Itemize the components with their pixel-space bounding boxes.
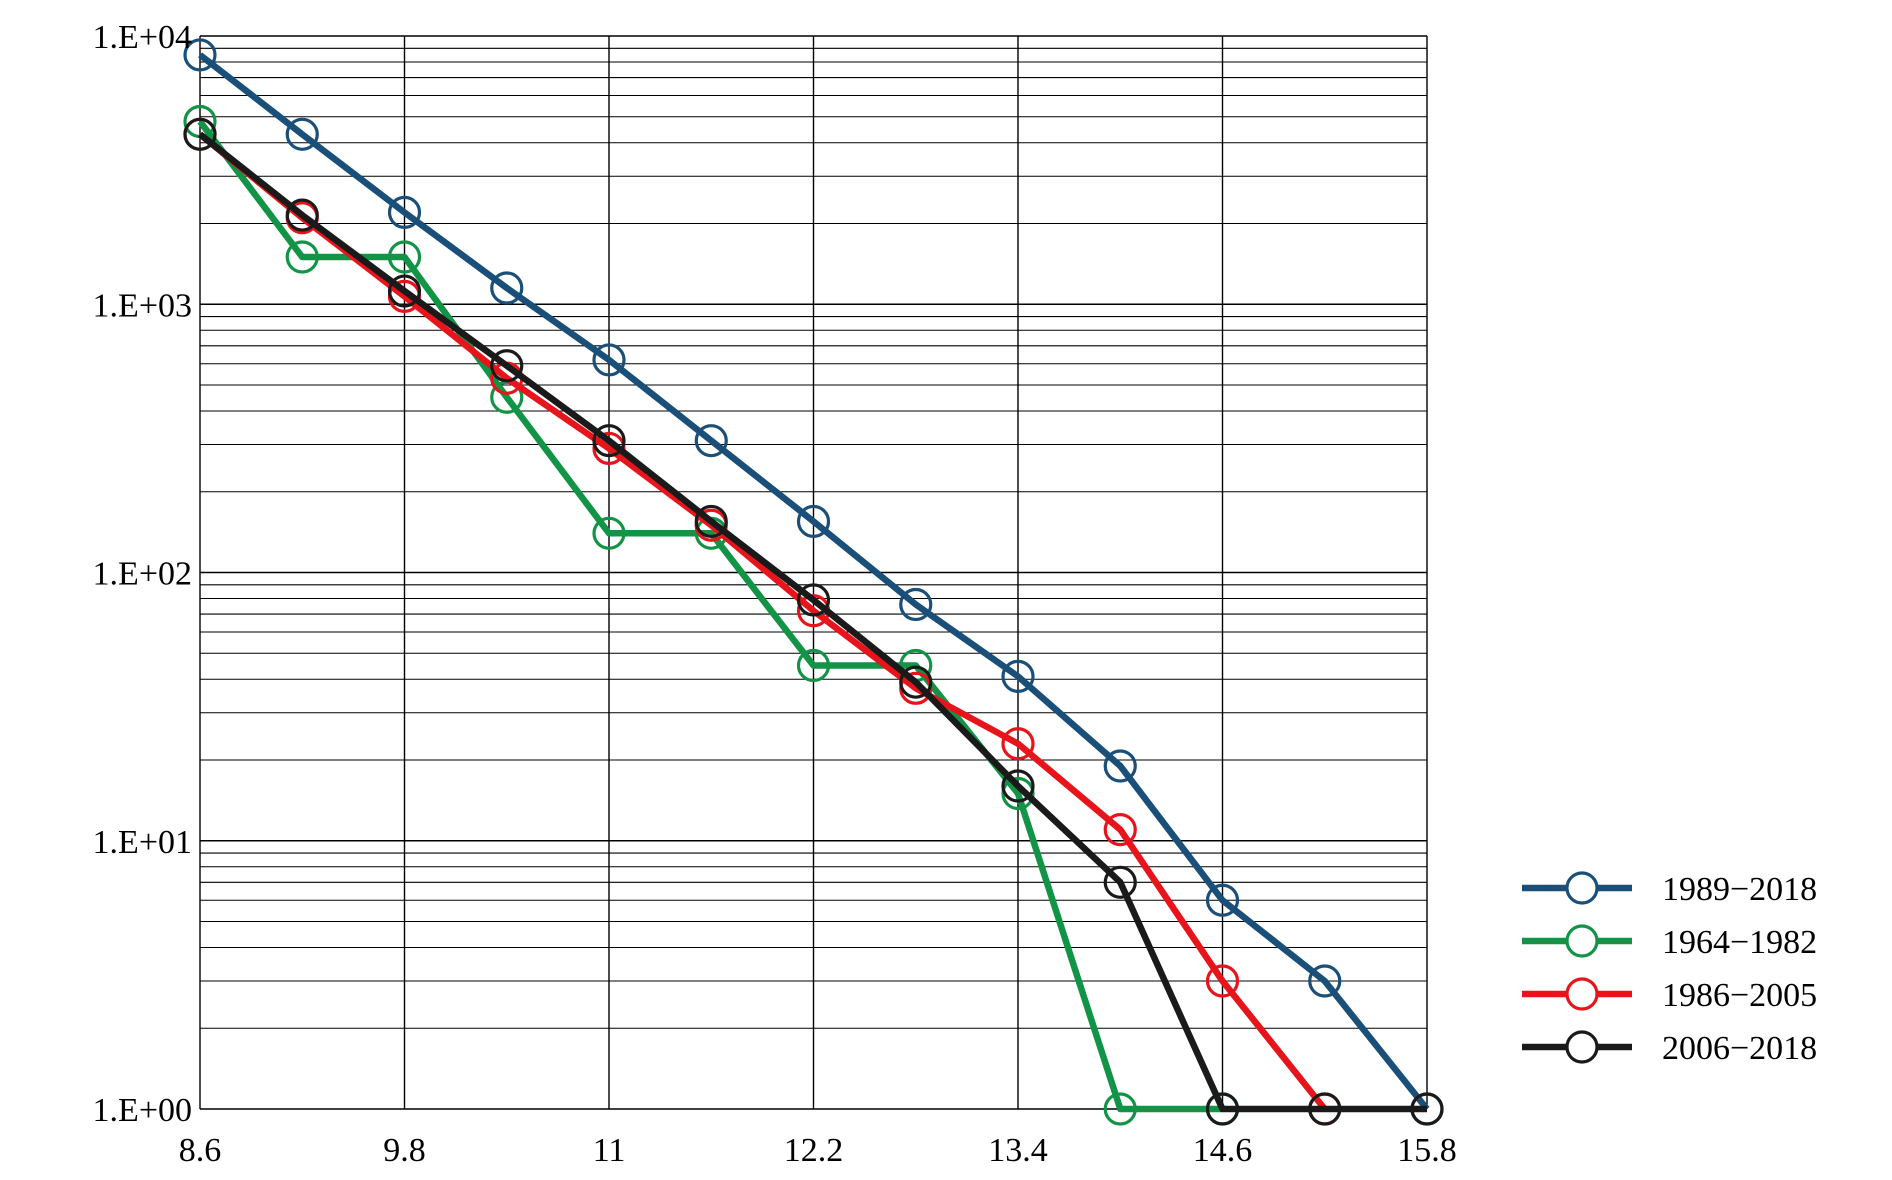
- legend-item: 1989−2018: [1522, 871, 1817, 908]
- data-point: [899, 665, 933, 699]
- data-point: [592, 343, 626, 377]
- data-point: [694, 504, 728, 539]
- y-tick-label: 1.E+02: [93, 556, 192, 593]
- data-point: [796, 648, 831, 683]
- series-3: [183, 117, 1342, 1126]
- data-point: [1410, 1092, 1444, 1126]
- legend-item: 1986−2005: [1522, 977, 1817, 1014]
- legend-swatch-marker: [1565, 871, 1599, 905]
- x-tick-label: 8.6: [179, 1132, 222, 1169]
- legend-item: 2006−2018: [1522, 1030, 1817, 1067]
- legend-label: 1986−2005: [1662, 977, 1817, 1014]
- legend-swatch-marker: [1565, 977, 1599, 1011]
- data-point: [899, 587, 933, 622]
- legend: 1989−2018 1964−1982 1986−2005 2006−2018: [1522, 871, 1817, 1067]
- series-2: [183, 104, 1240, 1126]
- data-point: [694, 424, 728, 458]
- data-point: [1001, 769, 1035, 803]
- data-point: [285, 240, 319, 274]
- data-point: [183, 38, 217, 72]
- data-point: [183, 117, 217, 151]
- legend-label: 1964−1982: [1662, 924, 1817, 961]
- data-point: [387, 240, 422, 274]
- data-point: [796, 583, 831, 617]
- data-point: [592, 516, 626, 550]
- series-line: [197, 131, 1427, 1113]
- series-line: [198, 52, 1430, 1112]
- x-tick-label: 15.8: [1397, 1132, 1457, 1169]
- x-tick-label: 11: [593, 1132, 626, 1169]
- data-point: [285, 198, 319, 232]
- data-point: [1001, 659, 1035, 693]
- data-point: [387, 274, 422, 308]
- series-layer: [183, 38, 1444, 1126]
- data-point: [1001, 776, 1035, 811]
- data-point: [796, 504, 831, 539]
- legend-swatch-marker: [1565, 924, 1599, 958]
- x-tick-label: 14.6: [1193, 1132, 1253, 1169]
- data-point: [1205, 1092, 1240, 1126]
- y-tick-label: 1.E+04: [93, 19, 192, 56]
- axis-labels: 8.6 9.8 11 12.2 13.4 14.6 15.8 1.E+00 1.E+01 1.E+…: [93, 19, 1457, 1169]
- data-point: [1205, 964, 1240, 998]
- series-line: [197, 119, 1223, 1113]
- data-point: [1205, 883, 1240, 917]
- x-tick-label: 13.4: [988, 1132, 1048, 1169]
- data-point: [285, 117, 319, 151]
- data-point: [1103, 865, 1137, 899]
- data-point: [490, 271, 524, 305]
- legend-label: 2006−2018: [1662, 1030, 1817, 1067]
- legend-item: 1964−1982: [1522, 924, 1817, 961]
- data-point: [592, 424, 626, 458]
- data-point: [1103, 813, 1137, 847]
- y-tick-label: 1.E+03: [93, 287, 192, 324]
- x-tick-label: 9.8: [383, 1132, 426, 1169]
- data-point: [1103, 749, 1137, 783]
- y-tick-label: 1.E+01: [93, 824, 192, 861]
- y-tick-label: 1.E+00: [93, 1092, 192, 1129]
- grid: [199, 35, 1428, 1110]
- data-point: [1103, 1092, 1137, 1126]
- data-point: [1308, 964, 1342, 998]
- data-point: [490, 349, 524, 383]
- data-point: [1308, 1092, 1342, 1126]
- data-point: [387, 195, 422, 229]
- series-4: [183, 117, 1444, 1126]
- data-point: [1001, 727, 1035, 761]
- series-line: [197, 131, 1328, 1112]
- x-tick-label: 12.2: [784, 1132, 844, 1169]
- legend-swatch-marker: [1565, 1030, 1599, 1064]
- legend-label: 1989−2018: [1662, 871, 1817, 908]
